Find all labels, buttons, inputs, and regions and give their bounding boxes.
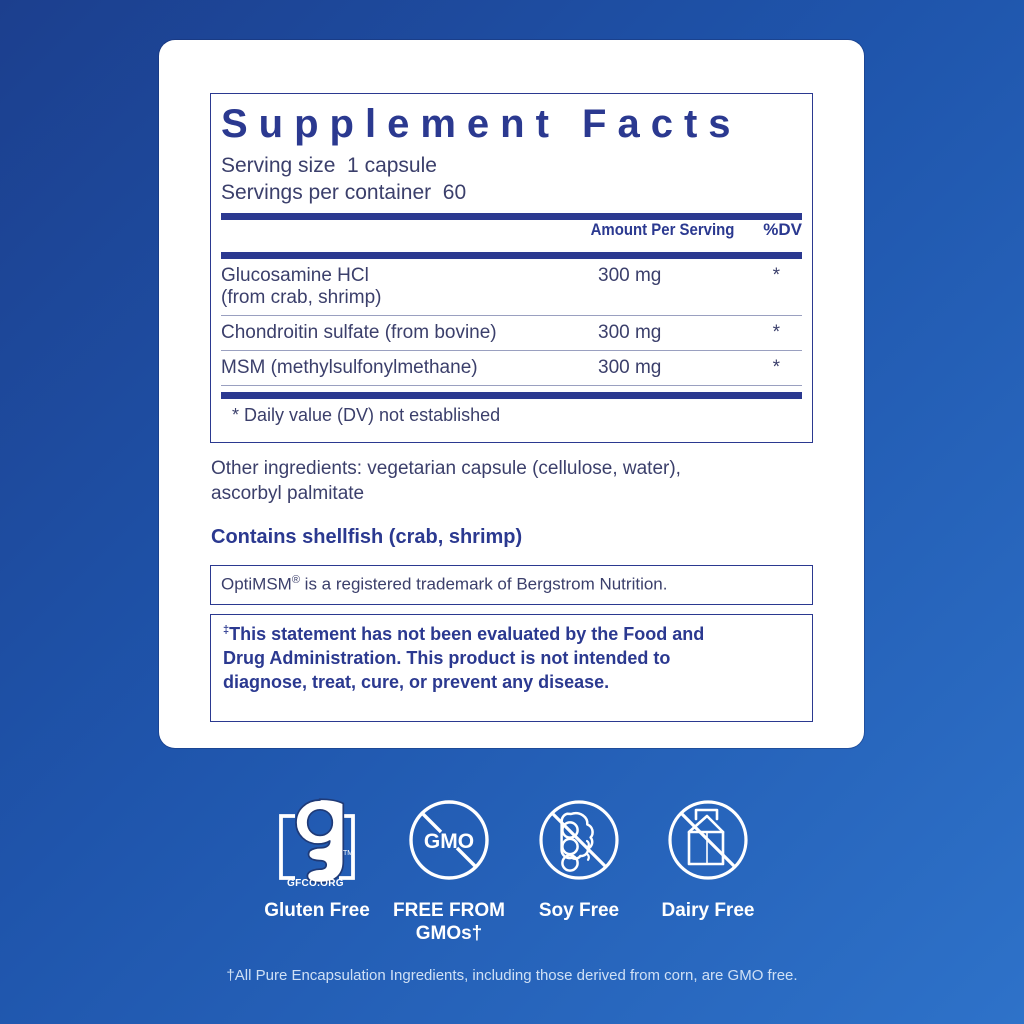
svg-text:GFCO.ORG: GFCO.ORG [287,878,344,889]
svg-text:TM: TM [343,850,353,857]
svg-text:GMO: GMO [424,830,474,853]
